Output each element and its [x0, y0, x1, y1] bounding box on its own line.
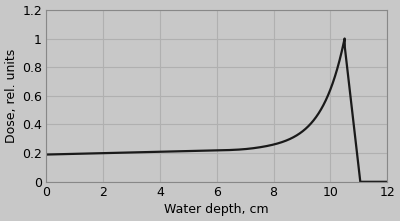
Y-axis label: Dose, rel. units: Dose, rel. units [5, 49, 18, 143]
X-axis label: Water depth, cm: Water depth, cm [164, 203, 269, 216]
